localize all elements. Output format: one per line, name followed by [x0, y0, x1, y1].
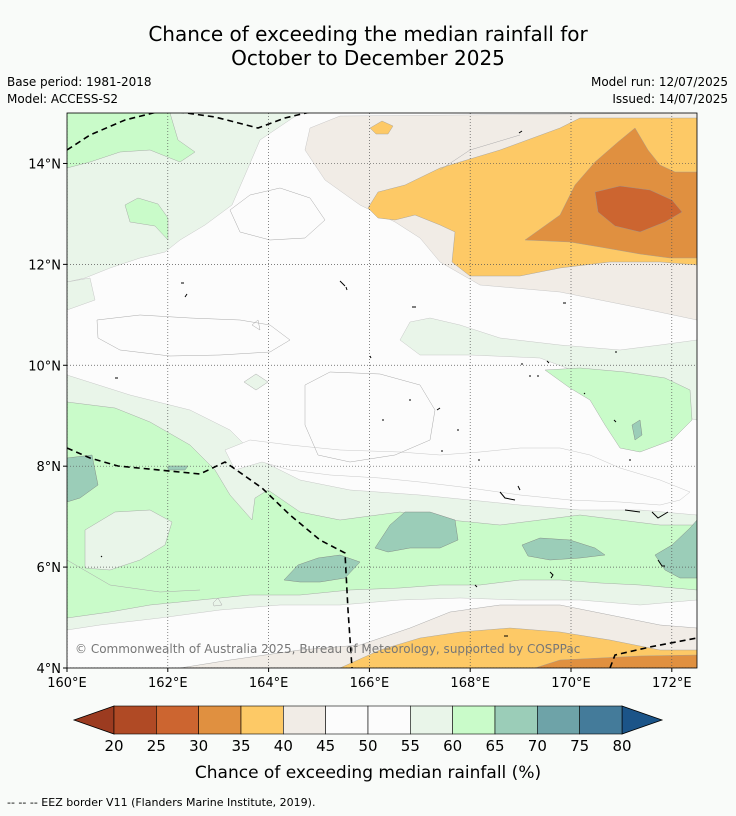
lat-tick-label: 10°N [28, 359, 61, 374]
colorbar-swatch [452, 705, 496, 735]
eez-border-southeast [609, 637, 697, 668]
lon-tick-label: 160°E [47, 676, 87, 691]
colorbar-label: Chance of exceeding median rainfall (%) [195, 763, 541, 783]
title-line-2: October to December 2025 [231, 46, 505, 70]
longitude-ticks: 160°E 162°E 164°E 166°E 168°E 170°E 172°E [47, 668, 692, 691]
contour-50-55-center [224, 439, 691, 506]
graticule [67, 113, 697, 668]
colorbar-tick-label: 60 [443, 737, 462, 755]
contour-55-60-northwest [67, 113, 301, 283]
contour-65-70-3 [283, 554, 361, 583]
colorbar-tick-label: 20 [104, 737, 123, 755]
contour-55-60-left-lower [67, 277, 96, 311]
contour-65-70-4 [654, 519, 697, 579]
colorbar-swatch [579, 705, 623, 735]
colorbar-tick-label: 70 [528, 737, 547, 755]
contour-25-30 [594, 185, 683, 233]
lat-tick-label: 4°N [37, 662, 62, 677]
contour-65-70-2 [521, 537, 606, 561]
lat-tick-label: 14°N [28, 157, 61, 172]
eez-borders [67, 113, 697, 668]
colorbar: 20 25 30 35 40 45 50 55 60 65 70 75 80 [72, 705, 664, 755]
map-title: Chance of exceeding the median rainfall … [0, 22, 736, 70]
contour-65-70-6 [167, 465, 189, 471]
contour-65-70-5 [67, 454, 99, 503]
colorbar-tick-label: 55 [401, 737, 420, 755]
copyright-notice: © Commonwealth of Australia 2025, Bureau… [75, 642, 580, 656]
colorbar-tick-label: 40 [274, 737, 293, 755]
colorbar-swatch [156, 705, 199, 735]
colorbar-under-arrow [72, 705, 115, 735]
contour-55-60-small-patch [243, 373, 269, 391]
lon-tick-label: 170°E [551, 676, 591, 691]
islands [100, 130, 669, 637]
base-period: Base period: 1981-2018 [7, 75, 152, 89]
lat-tick-label: 6°N [37, 561, 62, 576]
contour-60-65-north [67, 113, 196, 169]
lat-tick-label: 12°N [28, 258, 61, 273]
model-run: Model run: 12/07/2025 [590, 75, 728, 89]
map-frame [66, 112, 698, 669]
colorbar-tick-label: 45 [316, 737, 335, 755]
latitude-ticks: 4°N 6°N 8°N 10°N 12°N 14°N [28, 157, 67, 677]
colorbar-tick-label: 65 [485, 737, 504, 755]
contour-60-65-north-small [124, 197, 169, 241]
contour-30-35-south [534, 654, 697, 668]
map-plot-area: © Commonwealth of Australia 2025, Bureau… [67, 113, 697, 668]
colorbar-tick-label: 50 [358, 737, 377, 755]
contour-65-70-7 [631, 419, 643, 441]
colorbar-swatch [494, 705, 538, 735]
colorbar-swatch [198, 705, 242, 735]
colorbar-tick-label: 35 [231, 737, 250, 755]
meta-right: Model run: 12/07/2025 Issued: 14/07/2025 [591, 74, 728, 108]
colorbar-tick-label: 30 [189, 737, 208, 755]
contour-35-40-small [369, 120, 394, 135]
contour-55-60-hole-west [84, 509, 173, 571]
colorbar-tick-label: 80 [612, 737, 631, 755]
colorbar-swatch [240, 705, 284, 735]
lon-tick-label: 172°E [652, 676, 692, 691]
lon-tick-label: 166°E [350, 676, 390, 691]
footer-note: -- -- -- EEZ border V11 (Flanders Marine… [7, 796, 316, 809]
model-name: Model: ACCESS-S2 [7, 92, 119, 106]
colorbar-swatch [537, 705, 580, 735]
issued-date: Issued: 14/07/2025 [612, 92, 728, 106]
colorbar-swatch [113, 705, 157, 735]
lon-tick-label: 168°E [450, 676, 490, 691]
colorbar-swatch [410, 705, 453, 735]
colorbar-over-arrow [621, 705, 664, 735]
title-line-1: Chance of exceeding the median rainfall … [148, 22, 588, 46]
eez-border-west [67, 447, 353, 668]
lat-tick-label: 8°N [37, 460, 62, 475]
colorbar-swatch [283, 705, 326, 735]
lon-tick-label: 164°E [249, 676, 289, 691]
contour-65-70-1 [374, 511, 459, 553]
colorbar-tick-label: 25 [147, 737, 166, 755]
eez-border-north [67, 113, 310, 151]
colorbar-tick-label: 75 [570, 737, 589, 755]
colorbar-swatch [325, 705, 369, 735]
colorbar-swatch [367, 705, 411, 735]
lon-tick-label: 162°E [148, 676, 188, 691]
meta-left: Base period: 1981-2018 Model: ACCESS-S2 [7, 74, 152, 108]
contour-60-65-south [67, 401, 697, 619]
